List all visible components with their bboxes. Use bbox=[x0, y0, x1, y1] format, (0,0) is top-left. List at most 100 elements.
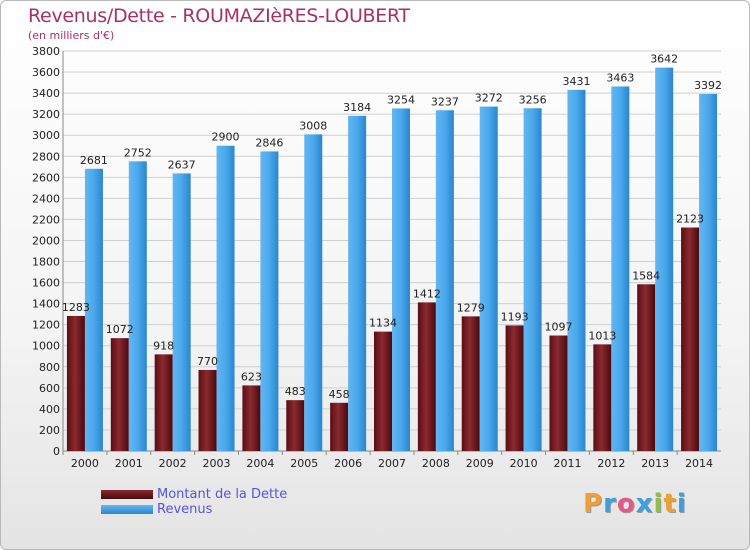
y-tick-label: 800 bbox=[39, 361, 60, 374]
legend-label-revenus: Revenus bbox=[157, 502, 213, 517]
bar-revenus bbox=[567, 89, 586, 451]
legend-swatch-debt bbox=[101, 490, 153, 499]
data-label-revenus: 3272 bbox=[475, 92, 503, 105]
logo-letter: t bbox=[663, 489, 677, 519]
data-label-revenus: 2681 bbox=[80, 154, 108, 167]
bar-revenus bbox=[128, 161, 147, 451]
bar-debt bbox=[681, 227, 700, 451]
bar-revenus bbox=[523, 108, 542, 452]
y-tick-label: 3600 bbox=[32, 66, 60, 79]
y-tick-label: 1200 bbox=[32, 319, 60, 332]
logo-letter: x bbox=[635, 489, 654, 519]
bar-revenus bbox=[392, 108, 410, 451]
bar-debt bbox=[286, 400, 305, 451]
y-tick-label: 200 bbox=[39, 424, 60, 437]
x-tick-label: 2009 bbox=[466, 457, 494, 470]
data-label-revenus: 2637 bbox=[168, 158, 196, 171]
data-label-debt: 1072 bbox=[106, 323, 134, 336]
y-tick-label: 2000 bbox=[32, 234, 60, 247]
bar-debt bbox=[198, 369, 217, 451]
bar-debt bbox=[505, 325, 524, 451]
bar-debt bbox=[110, 338, 129, 451]
data-label-debt: 483 bbox=[285, 385, 306, 398]
x-tick-label: 2008 bbox=[422, 457, 450, 470]
bar-revenus bbox=[611, 86, 630, 451]
data-label-revenus: 3256 bbox=[519, 93, 547, 106]
x-tick-label: 2011 bbox=[553, 457, 581, 470]
logo-letter: r bbox=[603, 489, 617, 519]
bar-revenus bbox=[655, 67, 674, 451]
y-tick-label: 2600 bbox=[32, 171, 60, 184]
x-tick-label: 2013 bbox=[641, 457, 669, 470]
x-tick-label: 2012 bbox=[597, 457, 625, 470]
data-label-revenus: 3463 bbox=[606, 71, 634, 84]
proxiti-logo: Proxiti bbox=[583, 489, 687, 519]
data-label-debt: 918 bbox=[153, 339, 174, 352]
x-tick-label: 2004 bbox=[246, 457, 274, 470]
y-tick-labels: 0 200 400 600 800 1000 1200 1400 1600 1800 2000 220… bbox=[32, 45, 60, 458]
data-labels: 1283 2681 1072 2752 918 2637 770 2900 623 2846 483… bbox=[62, 53, 722, 401]
y-tick-label: 1600 bbox=[32, 277, 60, 290]
y-tick-label: 0 bbox=[53, 445, 60, 458]
bar-revenus bbox=[435, 110, 454, 452]
bar-debt bbox=[637, 284, 656, 451]
y-tick-label: 1800 bbox=[32, 256, 60, 269]
y-tick-label: 400 bbox=[39, 403, 60, 416]
logo-letter: i bbox=[653, 489, 664, 519]
y-tick-label: 3400 bbox=[32, 87, 60, 100]
y-tick-label: 3200 bbox=[32, 108, 60, 121]
data-label-debt: 1193 bbox=[501, 310, 529, 323]
bar-debt bbox=[330, 402, 349, 451]
y-tick-label: 600 bbox=[39, 382, 60, 395]
data-label-revenus: 3392 bbox=[694, 79, 722, 92]
bar-debt bbox=[242, 385, 261, 451]
legend-label-debt: Montant de la Dette bbox=[157, 487, 288, 502]
chart-subtitle: (en milliers d'€) bbox=[28, 29, 115, 42]
y-tick-label: 2400 bbox=[32, 192, 60, 205]
bar-debt bbox=[66, 315, 85, 451]
data-label-debt: 1134 bbox=[369, 317, 397, 330]
data-label-debt: 1412 bbox=[413, 287, 441, 300]
bar-debt bbox=[461, 316, 480, 451]
data-label-revenus: 2900 bbox=[212, 131, 240, 144]
x-tick-label: 2006 bbox=[334, 457, 362, 470]
x-tick-label: 2007 bbox=[378, 457, 406, 470]
bar-revenus bbox=[304, 134, 323, 452]
data-label-debt: 458 bbox=[329, 388, 350, 401]
data-label-revenus: 3184 bbox=[343, 101, 371, 114]
data-label-debt: 1283 bbox=[62, 301, 90, 314]
x-tick-label: 2014 bbox=[685, 457, 713, 470]
bar-debt bbox=[417, 302, 436, 451]
bar-debt bbox=[549, 335, 568, 451]
y-tick-label: 1000 bbox=[32, 340, 60, 353]
data-label-revenus: 3237 bbox=[431, 95, 459, 108]
data-label-debt: 2123 bbox=[676, 213, 704, 226]
bar-revenus bbox=[260, 151, 279, 451]
x-tick-label: 2005 bbox=[290, 457, 318, 470]
bar-debt bbox=[154, 354, 173, 451]
data-label-debt: 1013 bbox=[588, 329, 616, 342]
y-tick-label: 3000 bbox=[32, 129, 60, 142]
x-tick-label: 2001 bbox=[115, 457, 143, 470]
bar-debt bbox=[374, 331, 392, 451]
bar-revenus bbox=[699, 93, 718, 452]
logo-letter: o bbox=[616, 489, 636, 519]
data-label-revenus: 2752 bbox=[124, 146, 152, 159]
legend-swatch-revenus bbox=[101, 505, 153, 514]
data-label-revenus: 3431 bbox=[562, 75, 590, 88]
y-tick-label: 2200 bbox=[32, 213, 60, 226]
logo-letter: i bbox=[676, 489, 687, 519]
data-label-revenus: 2846 bbox=[255, 136, 283, 149]
bar-revenus bbox=[348, 115, 367, 451]
data-label-debt: 770 bbox=[197, 355, 218, 368]
bar-debt bbox=[593, 344, 612, 451]
bar-revenus bbox=[216, 145, 235, 451]
data-label-revenus: 3642 bbox=[650, 53, 678, 66]
x-tick-label: 2002 bbox=[159, 457, 187, 470]
x-tick-label: 2000 bbox=[71, 457, 99, 470]
data-label-debt: 1584 bbox=[632, 269, 660, 282]
data-label-revenus: 3008 bbox=[299, 119, 327, 132]
bar-revenus bbox=[172, 173, 191, 451]
